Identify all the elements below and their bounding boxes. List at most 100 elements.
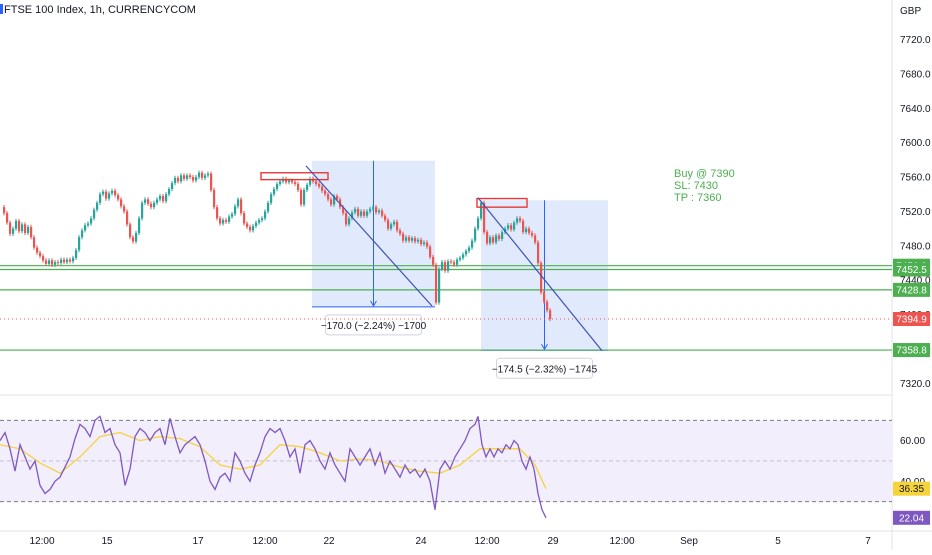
candle-body <box>114 190 117 196</box>
candle-body <box>471 240 474 248</box>
resistance-box-2 <box>476 197 528 208</box>
candle-body <box>192 177 195 181</box>
candle-body <box>240 199 243 214</box>
candle-body <box>462 254 465 258</box>
candle-body <box>414 238 417 242</box>
candle-body <box>273 189 276 195</box>
rsi-axis-badge <box>893 481 930 496</box>
candle-body <box>381 210 384 216</box>
candle-body <box>423 242 426 245</box>
candle-body <box>399 230 402 234</box>
candle-body <box>540 263 543 293</box>
candle-body <box>57 262 60 264</box>
time-tick-label: 22 <box>323 536 335 547</box>
candle-body <box>195 177 198 181</box>
candle-body <box>402 233 405 241</box>
candle-body <box>342 207 345 214</box>
measure-label-box-2 <box>496 357 593 379</box>
candle-body <box>390 224 393 229</box>
candle-body <box>327 194 330 200</box>
candle-body <box>426 242 429 247</box>
candle-body <box>393 221 396 225</box>
candle-body <box>489 237 492 244</box>
candle-body <box>261 218 264 221</box>
candle-body <box>297 183 300 190</box>
candle-body <box>93 209 96 219</box>
candle-body <box>330 199 333 205</box>
trade-note-line: Buy @ 7390 <box>674 168 735 180</box>
candle-body <box>6 213 9 223</box>
candle-body <box>219 218 222 224</box>
candle-body <box>243 213 246 224</box>
price-axis-badge <box>893 343 930 358</box>
candle-body <box>360 211 363 216</box>
candle-body <box>270 194 273 203</box>
candle-body <box>291 180 294 183</box>
candle-body <box>444 262 447 271</box>
candle-body <box>525 228 528 233</box>
candle-body <box>450 261 453 263</box>
candle-body <box>105 191 108 199</box>
measure-label-2: −174.5 (−2.32%) −1745 <box>492 364 598 375</box>
candle-body <box>441 262 444 270</box>
candle-body <box>543 292 546 302</box>
candle-body <box>456 259 459 265</box>
candle-body <box>183 175 186 179</box>
candle-body <box>207 173 210 176</box>
time-tick-label: 29 <box>547 536 559 547</box>
candle-body <box>435 264 438 303</box>
candle-body <box>111 190 114 194</box>
candle-body <box>126 211 129 225</box>
candle-body <box>117 195 120 200</box>
candle-body <box>534 235 537 243</box>
candle-body <box>150 203 153 208</box>
candle-body <box>96 202 99 210</box>
candle-body <box>501 232 504 239</box>
candle-body <box>75 250 78 258</box>
candle-body <box>351 212 354 219</box>
candle-body <box>306 184 309 190</box>
trendline-2 <box>477 197 603 352</box>
candle-body <box>228 216 231 222</box>
candle-body <box>486 232 489 244</box>
candle-body <box>63 259 66 263</box>
time-tick-label: 5 <box>775 536 781 547</box>
candle-body <box>60 259 63 264</box>
candle-body <box>549 310 552 320</box>
candle-body <box>129 224 132 238</box>
price-tick-label: 7720.0 <box>900 35 931 46</box>
candle-body <box>153 202 156 208</box>
price-axis-badge-label: 7428.8 <box>896 285 927 296</box>
candle-body <box>162 195 165 202</box>
candle-body <box>468 247 471 251</box>
price-tick-label: 7440.0 <box>900 276 931 287</box>
candle-body <box>396 221 399 231</box>
title-marker <box>0 4 3 14</box>
candle-body <box>147 199 150 204</box>
resistance-box-1 <box>260 172 329 181</box>
candle-body <box>33 237 36 248</box>
time-tick-label: 7 <box>865 536 871 547</box>
candle-body <box>411 238 414 241</box>
candle-body <box>45 260 48 264</box>
candle-body <box>366 211 369 216</box>
candle-body <box>237 199 240 207</box>
candle-body <box>18 220 21 232</box>
candle-body <box>159 195 162 200</box>
candle-body <box>177 177 180 182</box>
time-tick-label: 15 <box>101 536 113 547</box>
candle-body <box>255 222 258 227</box>
candle-body <box>9 222 12 234</box>
candle-body <box>30 226 33 238</box>
measure-label-box-1 <box>325 314 422 336</box>
candle-body <box>12 228 15 234</box>
trade-note-line: TP : 7360 <box>674 192 722 204</box>
candle-body <box>294 182 297 184</box>
candle-body <box>234 206 237 215</box>
candle-body <box>249 226 252 231</box>
candle-body <box>90 218 93 224</box>
candle-body <box>135 232 138 242</box>
candle-body <box>378 210 381 213</box>
